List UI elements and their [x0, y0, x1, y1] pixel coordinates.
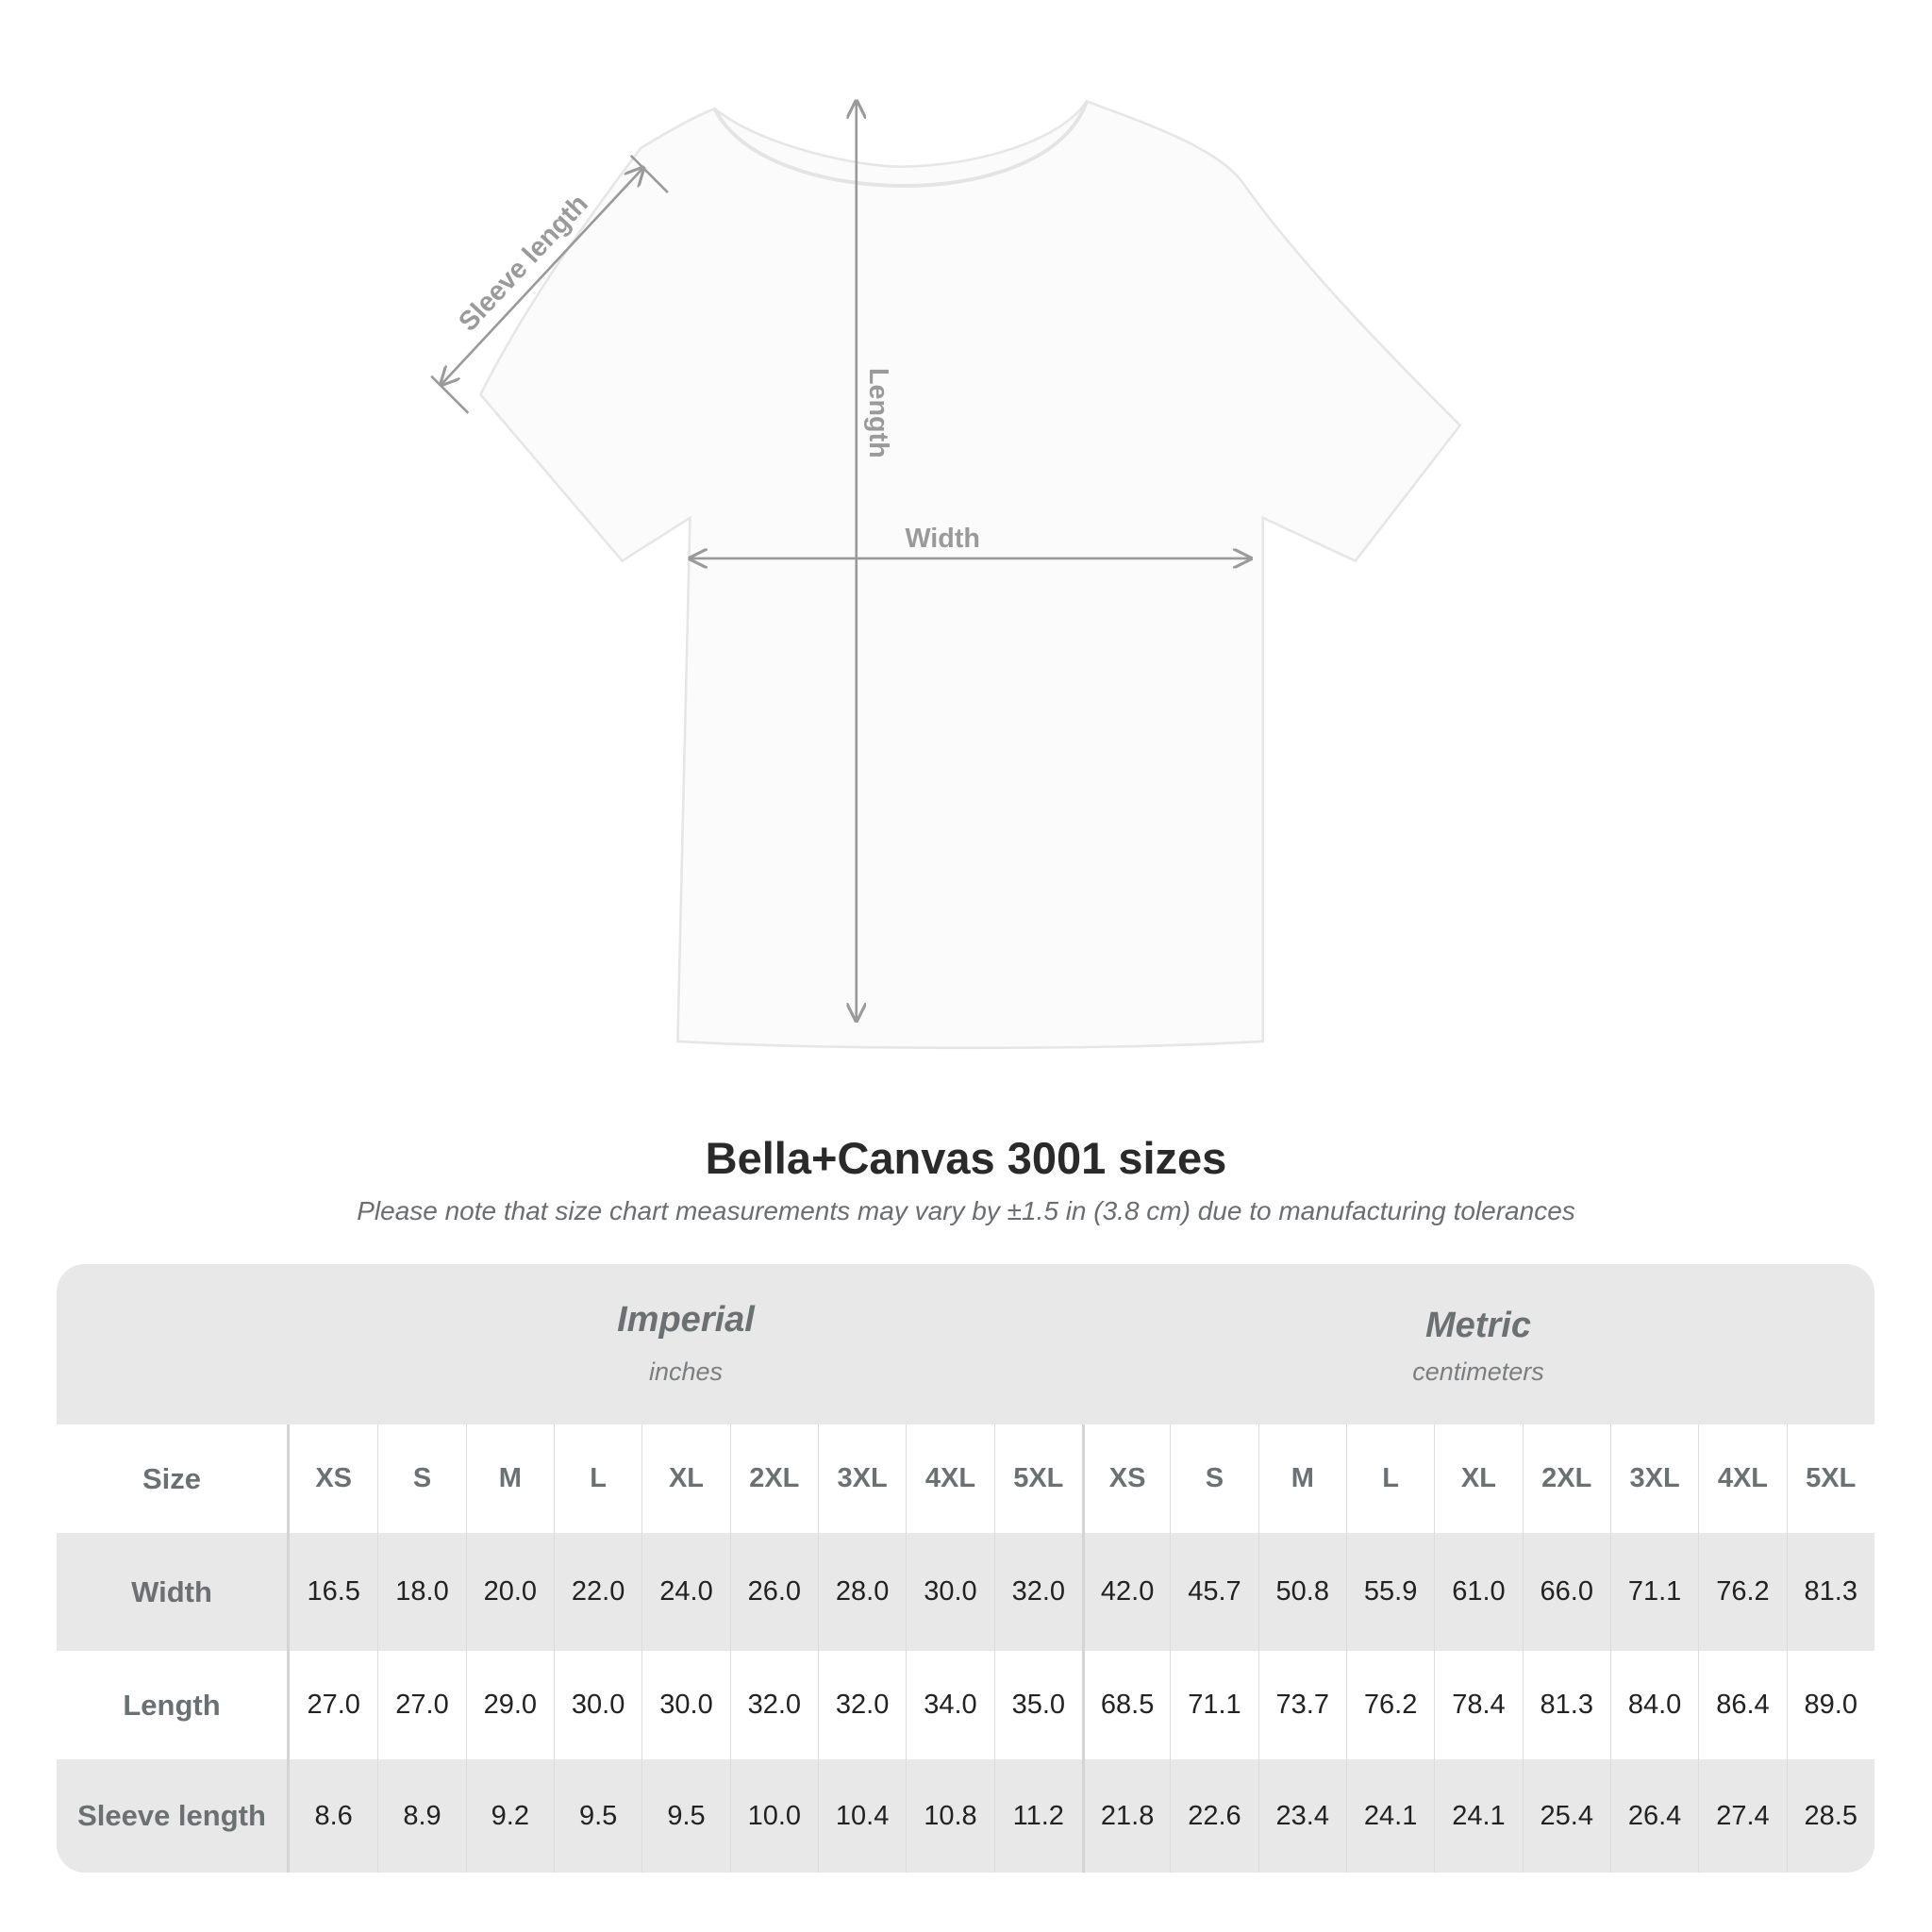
table-cell: 68.5 [1081, 1651, 1170, 1759]
size-header-cell: 2XL [729, 1424, 818, 1533]
size-header-row: Size XS S M L XL 2XL 3XL 4XL 5XL XS S M L XL 2XL 3XL 4XL 5… [57, 1424, 1874, 1533]
row-label: Width [57, 1533, 290, 1651]
table-cell: 9.2 [465, 1759, 554, 1873]
tshirt-diagram: Sleeve length Length Width [430, 0, 1462, 1050]
table-cell: 8.9 [377, 1759, 465, 1873]
table-cell: 81.3 [1522, 1651, 1610, 1759]
tshirt-shape [478, 99, 1462, 1050]
table-cell: 23.4 [1257, 1759, 1346, 1873]
table-cell: 28.5 [1786, 1759, 1874, 1873]
table-cell: 18.0 [377, 1533, 465, 1651]
width-label: Width [905, 524, 979, 554]
table-cell: 32.0 [817, 1651, 906, 1759]
table-cell: 35.0 [993, 1651, 1082, 1759]
row-label: Length [57, 1651, 290, 1759]
table-cell: 9.5 [641, 1759, 729, 1873]
table-cell: 9.5 [553, 1759, 641, 1873]
table-cell: 26.4 [1609, 1759, 1698, 1873]
metric-unit: centimeters [1412, 1357, 1544, 1386]
table-row: Length 27.0 27.0 29.0 30.0 30.0 32.0 32.0 34.0 35… [57, 1651, 1874, 1759]
size-header-cell: 2XL [1522, 1424, 1610, 1533]
table-cell: 30.0 [641, 1651, 729, 1759]
table-cell: 24.0 [641, 1533, 729, 1651]
tolerance-note: Please note that size chart measurements… [357, 1196, 1575, 1225]
table-cell: 21.8 [1081, 1759, 1170, 1873]
table-cell: 24.1 [1434, 1759, 1522, 1873]
table-row: Sleeve length 8.6 8.9 9.2 9.5 9.5 10.0 10.4 10.8… [57, 1759, 1874, 1873]
size-header-cell: 3XL [817, 1424, 906, 1533]
table-cell: 30.0 [906, 1533, 993, 1651]
imperial-label: Imperial [617, 1300, 755, 1340]
size-header-cell: M [465, 1424, 554, 1533]
table-cell: 34.0 [906, 1651, 993, 1759]
size-header-cell: XL [641, 1424, 729, 1533]
metric-header: Metric centimeters [1082, 1270, 1874, 1430]
size-header-cell: 4XL [1698, 1424, 1786, 1533]
table-cell: 25.4 [1522, 1759, 1610, 1873]
table-cell: 30.0 [553, 1651, 641, 1759]
table-cell: 10.8 [906, 1759, 993, 1873]
size-header-cell: XS [1081, 1424, 1170, 1533]
table-cell: 84.0 [1609, 1651, 1698, 1759]
table-cell: 29.0 [465, 1651, 554, 1759]
size-header-cell: 3XL [1609, 1424, 1698, 1533]
table-cell: 78.4 [1434, 1651, 1522, 1759]
row-label: Size [57, 1424, 290, 1533]
table-cell: 45.7 [1170, 1533, 1257, 1651]
size-header-cell: S [377, 1424, 465, 1533]
page-title: Bella+Canvas 3001 sizes [705, 1133, 1227, 1183]
table-cell: 27.0 [307, 1690, 360, 1720]
table-cell: 16.5 [307, 1576, 360, 1607]
table-cell: 86.4 [1698, 1651, 1786, 1759]
sleeve-arrow [441, 168, 643, 385]
table-cell: 73.7 [1257, 1651, 1346, 1759]
size-header-cell: M [1257, 1424, 1346, 1533]
table-cell: 42.0 [1081, 1533, 1170, 1651]
table-cell: 66.0 [1522, 1533, 1610, 1651]
table-cell: 20.0 [465, 1533, 554, 1651]
size-header-cell: 5XL [993, 1424, 1082, 1533]
row-label: Sleeve length [57, 1759, 290, 1873]
metric-label: Metric [1425, 1306, 1531, 1345]
table-cell: 32.0 [993, 1533, 1082, 1651]
imperial-header: Imperial inches [290, 1264, 1082, 1424]
table-cell: 61.0 [1434, 1533, 1522, 1651]
table-cell: 8.6 [314, 1800, 353, 1831]
size-header-cell: XL [1434, 1424, 1522, 1533]
imperial-unit: inches [648, 1357, 724, 1386]
table-cell: 81.3 [1786, 1533, 1874, 1651]
table-cell: 10.4 [817, 1759, 906, 1873]
size-header-cell: 5XL [1786, 1424, 1874, 1533]
table-cell: 32.0 [729, 1651, 818, 1759]
table-cell: 50.8 [1257, 1533, 1346, 1651]
table-cell: 24.1 [1345, 1759, 1434, 1873]
table-cell: 22.0 [553, 1533, 641, 1651]
table-cell: 10.0 [729, 1759, 818, 1873]
table-cell: 22.6 [1170, 1759, 1257, 1873]
collar [712, 100, 1089, 188]
table-cell: 28.0 [817, 1533, 906, 1651]
size-header-cell: S [1170, 1424, 1257, 1533]
table-cell: 89.0 [1786, 1651, 1874, 1759]
table-cell: 11.2 [993, 1759, 1082, 1873]
size-header-cell: L [553, 1424, 641, 1533]
table-row: Width 16.5 18.0 20.0 22.0 24.0 26.0 28.0 30.0 32.… [57, 1533, 1874, 1651]
size-header-cell: 4XL [906, 1424, 993, 1533]
size-header-cell: XS [315, 1463, 352, 1493]
table-cell: 27.4 [1698, 1759, 1786, 1873]
table-cell: 26.0 [729, 1533, 818, 1651]
table-cell: 71.1 [1609, 1533, 1698, 1651]
table-cell: 76.2 [1698, 1533, 1786, 1651]
table-cell: 76.2 [1345, 1651, 1434, 1759]
length-label: Length [863, 368, 893, 458]
table-cell: 71.1 [1170, 1651, 1257, 1759]
table-cell: 27.0 [377, 1651, 465, 1759]
table-cell: 55.9 [1345, 1533, 1434, 1651]
size-header-cell: L [1345, 1424, 1434, 1533]
size-table: Imperial inches Metric centimeters Size X… [57, 1264, 1874, 1873]
